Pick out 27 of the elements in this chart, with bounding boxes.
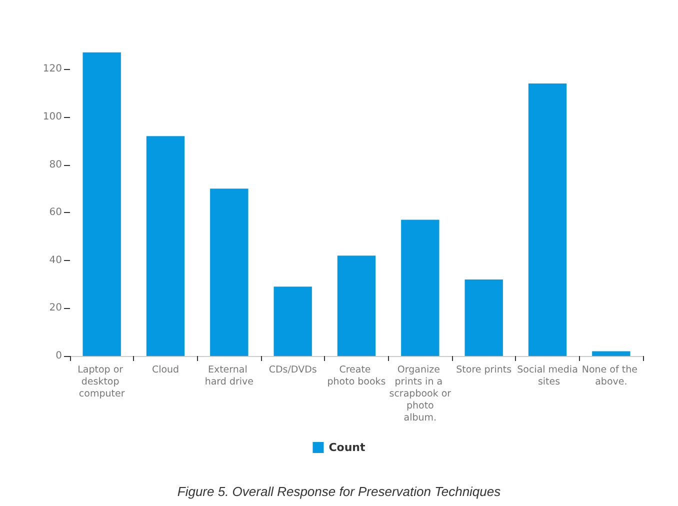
bar (337, 256, 376, 356)
bar (210, 188, 248, 356)
x-tick-label: Organize prints in a scrapbook or photo album. (389, 364, 452, 424)
y-tick-label: 80 (49, 159, 62, 170)
x-tick-label: Laptop or desktop computer (78, 364, 126, 400)
bar (464, 280, 503, 356)
x-tick-label: Social media sites (517, 364, 578, 388)
y-tick-label: 0 (56, 350, 62, 362)
caption: Figure 5. Overall Response for Preservation Techniques (177, 484, 502, 499)
x-tick-label: None of the above. (582, 364, 640, 388)
bar (592, 351, 630, 356)
y-tick-label: 40 (49, 254, 62, 266)
bar (274, 286, 312, 356)
x-tick-label: Cloud (152, 364, 180, 376)
bar (528, 83, 567, 356)
y-tick-label: 120 (42, 64, 62, 75)
bar (82, 52, 121, 356)
x-tick-label: External hard drive (204, 364, 254, 388)
bar (146, 136, 185, 356)
x-tick-label: Store prints (456, 364, 512, 376)
bar (401, 220, 440, 356)
legend-label: Count (328, 441, 366, 454)
x-tick-label: Create photo books (327, 364, 386, 388)
y-tick-label: 60 (49, 207, 62, 218)
x-tick-label: CDs/DVDs (268, 364, 317, 376)
y-tick-label: 20 (49, 302, 62, 314)
y-tick-label: 100 (42, 111, 62, 122)
